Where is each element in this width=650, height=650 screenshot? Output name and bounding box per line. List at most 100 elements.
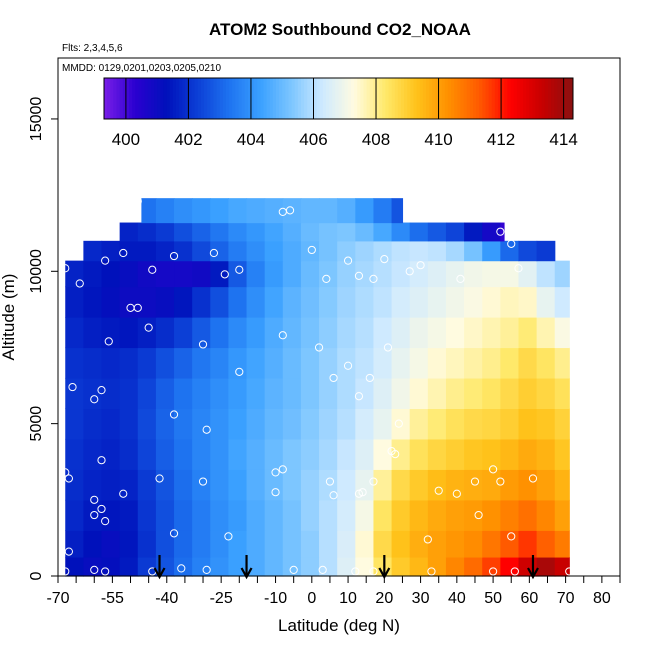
sample-point <box>169 410 179 419</box>
heatmap-cell <box>536 377 556 410</box>
heatmap-cell <box>282 198 302 224</box>
heatmap-cell <box>228 347 248 379</box>
heatmap-cell <box>65 530 84 558</box>
heatmap-cell <box>228 469 248 501</box>
heatmap-cell <box>101 347 121 379</box>
x-tick-label: 50 <box>484 590 502 607</box>
sample-point <box>456 274 465 284</box>
heatmap-cell <box>445 499 465 531</box>
colorbar-segment <box>363 78 368 119</box>
colorbar-segment <box>297 78 302 119</box>
heatmap-cell <box>246 240 266 262</box>
heatmap-cell <box>427 286 447 318</box>
sample-point <box>343 361 353 370</box>
heatmap-cell <box>119 317 139 349</box>
heatmap-cell <box>137 499 157 531</box>
colorbar-segment <box>413 78 418 119</box>
colorbar-segment <box>291 78 296 119</box>
colorbar-segment <box>382 78 386 119</box>
heatmap-cell <box>445 377 465 410</box>
sample-point <box>198 340 208 349</box>
heatmap-cell <box>373 408 393 440</box>
colorbar-segment <box>391 78 396 119</box>
heatmap-cell <box>246 317 266 349</box>
colorbar-segment <box>469 78 474 119</box>
heatmap-cell <box>355 286 375 318</box>
x-tick-label: 80 <box>593 590 611 607</box>
heatmap-cell <box>174 222 193 242</box>
heatmap-cell <box>391 499 411 531</box>
heatmap-cell <box>373 377 393 410</box>
heatmap-cell <box>174 286 193 318</box>
plot-frame <box>57 57 621 577</box>
heatmap-cell <box>119 222 139 242</box>
arrow-marker <box>153 555 166 580</box>
heatmap-cell <box>554 260 570 288</box>
sample-point <box>489 465 498 474</box>
colorbar-segment <box>150 78 155 119</box>
heatmap-cell <box>300 347 320 379</box>
heatmap-cell <box>137 222 157 242</box>
heatmap-cell <box>554 556 570 577</box>
heatmap-cell <box>65 408 84 440</box>
heatmap-cell <box>155 438 175 470</box>
heatmap-cell <box>355 260 375 288</box>
heatmap-cell <box>137 240 157 262</box>
sample-point <box>104 337 113 346</box>
heatmap-cell <box>210 408 230 440</box>
sample-point <box>101 567 110 576</box>
y-tick-label: 10000 <box>28 249 45 294</box>
heatmap-cell <box>210 347 230 379</box>
sample-point <box>369 477 378 486</box>
heatmap-cell <box>300 438 320 470</box>
sample-point <box>68 382 77 392</box>
heatmap-cell <box>500 377 520 410</box>
chart-title: ATOM2 Southbound CO2_NOAA <box>209 20 471 39</box>
colorbar-segment <box>210 78 214 119</box>
heatmap-cell <box>464 240 483 262</box>
colorbar-segment <box>194 78 199 119</box>
heatmap-cell <box>192 347 211 379</box>
colorbar-segment <box>388 78 393 119</box>
heatmap-cell <box>119 469 139 501</box>
heatmap-cell <box>264 530 284 558</box>
heatmap-cell <box>155 377 175 410</box>
colorbar-segment <box>232 78 236 119</box>
heatmap-cell <box>518 240 538 262</box>
colorbar-segment <box>269 78 274 119</box>
heatmap-cell <box>554 438 570 470</box>
sample-point <box>198 477 208 486</box>
heatmap-cell <box>536 286 556 318</box>
heatmap-cell <box>518 286 538 318</box>
heatmap-cell <box>355 530 375 558</box>
heatmap-cell <box>464 260 483 288</box>
colorbar-segment <box>116 78 121 119</box>
heatmap-cell <box>228 530 248 558</box>
colorbar-tick-label: 408 <box>362 130 390 149</box>
heatmap-cell <box>536 240 556 262</box>
sample-point <box>369 274 378 284</box>
colorbar-segment <box>519 78 524 119</box>
colorbar-segment <box>454 78 458 119</box>
sample-point <box>169 529 179 538</box>
colorbar-segment <box>479 78 483 119</box>
sample-point <box>394 419 403 428</box>
heatmap-cell <box>119 556 139 577</box>
colorbar-segment <box>110 78 114 119</box>
sample-point <box>64 474 73 483</box>
heatmap-cell <box>210 240 230 262</box>
sample-point <box>61 264 70 273</box>
heatmap-cell <box>228 499 248 531</box>
heatmap-cell <box>445 222 465 242</box>
heatmap-cell <box>337 438 356 470</box>
heatmap-cell <box>319 347 338 379</box>
heatmap-cell <box>482 469 501 501</box>
heatmap-cell <box>101 438 121 470</box>
heatmap-cell <box>282 438 302 470</box>
colorbar-segment <box>316 78 321 119</box>
sample-point <box>354 271 364 280</box>
colorbar-tick-label: 414 <box>549 130 577 149</box>
heatmap-cell <box>319 222 338 242</box>
colorbar-segment <box>213 78 218 119</box>
sample-point <box>405 267 414 276</box>
